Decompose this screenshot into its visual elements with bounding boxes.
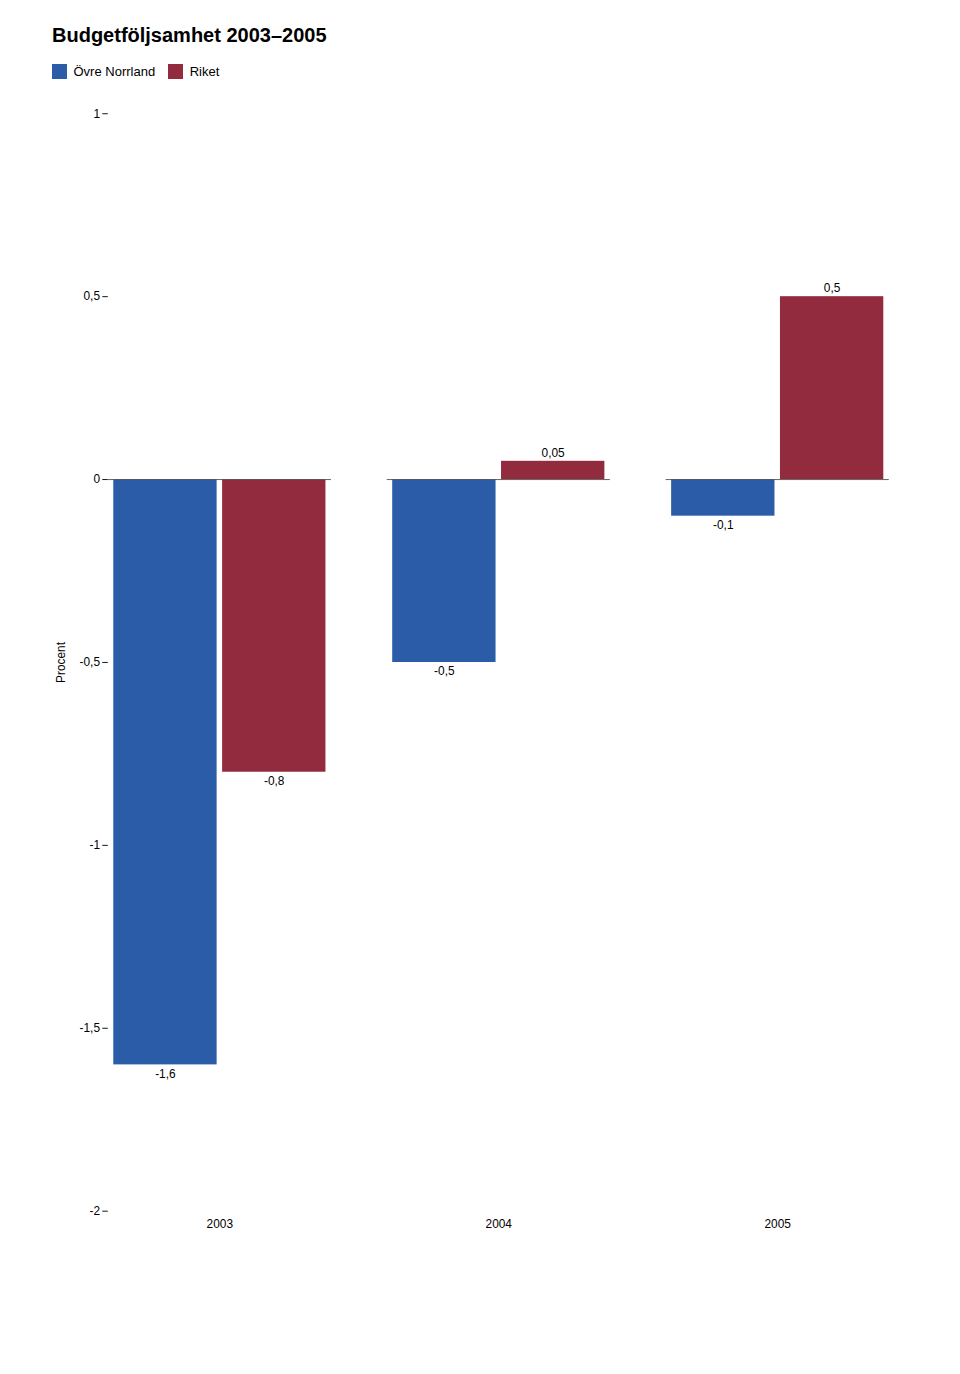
svg-text:0,5: 0,5 (824, 281, 841, 295)
html-text:Riket: Riket (189, 64, 220, 79)
svg-text:-1: -1 (89, 838, 100, 852)
svg-text:-0,5: -0,5 (434, 664, 455, 678)
svg-text:-0,1: -0,1 (713, 518, 734, 532)
html-text:Budgetföljsamhet 2003–2005: Budgetföljsamhet 2003–2005 (52, 24, 327, 46)
html-text:Övre Norrland: Övre Norrland (73, 64, 156, 79)
svg-text:2004: 2004 (486, 1216, 513, 1230)
svg-text:-1,5: -1,5 (80, 1021, 101, 1035)
svg-text:-0,8: -0,8 (264, 774, 285, 788)
svg-text:0: 0 (93, 472, 100, 486)
svg-text:2003: 2003 (207, 1216, 234, 1230)
svg-text:-1,6: -1,6 (155, 1066, 176, 1080)
svg-text:1: 1 (93, 106, 100, 120)
svg-text:-2: -2 (89, 1203, 100, 1217)
svg-text:2005: 2005 (764, 1216, 791, 1230)
svg-text:0,05: 0,05 (542, 445, 566, 459)
svg-text:0,5: 0,5 (84, 289, 101, 303)
svg-text:-0,5: -0,5 (80, 655, 101, 669)
svg-text:Procent: Procent (54, 641, 68, 683)
